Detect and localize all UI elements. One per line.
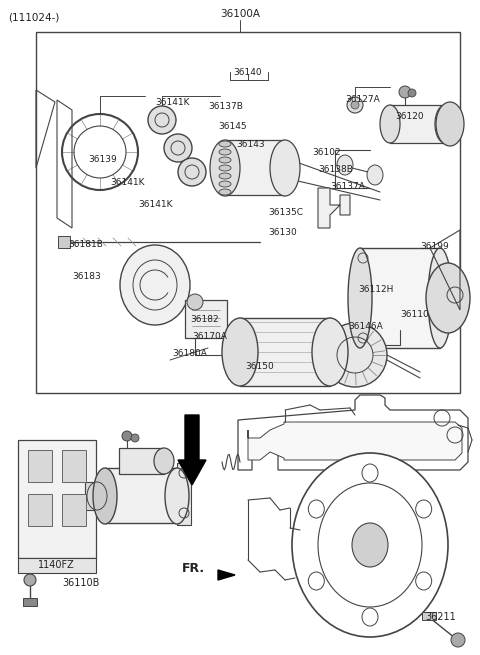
- Ellipse shape: [270, 140, 300, 196]
- Text: 36181B: 36181B: [68, 240, 103, 249]
- Text: 36139: 36139: [88, 155, 117, 164]
- Ellipse shape: [408, 89, 416, 97]
- Ellipse shape: [164, 134, 192, 162]
- Ellipse shape: [187, 294, 203, 310]
- Text: 36141K: 36141K: [138, 200, 172, 209]
- Text: 36130: 36130: [268, 228, 297, 237]
- Bar: [28, 494, 52, 526]
- Text: 36182: 36182: [190, 315, 218, 324]
- Text: 36137B: 36137B: [208, 102, 243, 111]
- Text: 36141K: 36141K: [155, 98, 190, 107]
- Bar: [422, 612, 436, 620]
- Bar: [18, 558, 96, 573]
- Ellipse shape: [399, 86, 411, 98]
- Bar: [36, 32, 460, 393]
- Ellipse shape: [219, 181, 231, 187]
- Ellipse shape: [312, 318, 348, 386]
- Ellipse shape: [165, 468, 189, 524]
- Ellipse shape: [347, 97, 363, 113]
- Ellipse shape: [323, 323, 387, 387]
- Ellipse shape: [219, 173, 231, 179]
- Text: 1140FZ: 1140FZ: [38, 560, 75, 570]
- Ellipse shape: [122, 431, 132, 441]
- Bar: [177, 463, 191, 525]
- Bar: [62, 494, 86, 526]
- Ellipse shape: [352, 523, 388, 567]
- Ellipse shape: [219, 189, 231, 195]
- Ellipse shape: [367, 165, 383, 185]
- Text: 36120: 36120: [395, 112, 424, 121]
- Ellipse shape: [451, 633, 465, 647]
- Bar: [360, 248, 440, 348]
- Ellipse shape: [131, 434, 139, 442]
- Text: 36140: 36140: [234, 68, 262, 77]
- Text: 36145: 36145: [218, 122, 247, 131]
- Polygon shape: [318, 188, 350, 228]
- Ellipse shape: [337, 155, 353, 175]
- Ellipse shape: [292, 453, 448, 637]
- Text: 36199: 36199: [420, 242, 449, 251]
- Text: 36137A: 36137A: [330, 182, 365, 191]
- Bar: [18, 440, 96, 558]
- Text: 36150: 36150: [246, 362, 275, 371]
- Text: 36110B: 36110B: [62, 578, 99, 588]
- Ellipse shape: [210, 140, 240, 196]
- Text: 36180A: 36180A: [172, 349, 207, 358]
- Text: 36141K: 36141K: [110, 178, 144, 187]
- Ellipse shape: [24, 574, 36, 586]
- Ellipse shape: [120, 245, 190, 325]
- Bar: [62, 450, 86, 482]
- Text: 36102: 36102: [312, 148, 341, 157]
- Ellipse shape: [348, 248, 372, 348]
- Polygon shape: [248, 422, 462, 460]
- Ellipse shape: [428, 248, 452, 348]
- Bar: [119, 448, 164, 474]
- Ellipse shape: [219, 149, 231, 155]
- Polygon shape: [218, 570, 235, 580]
- Ellipse shape: [219, 141, 231, 147]
- Ellipse shape: [93, 468, 117, 524]
- Bar: [23, 598, 37, 606]
- Ellipse shape: [351, 101, 359, 109]
- Text: 36138B: 36138B: [318, 165, 353, 174]
- Ellipse shape: [426, 263, 470, 333]
- Polygon shape: [238, 395, 468, 470]
- Bar: [85, 482, 109, 510]
- Bar: [58, 236, 70, 248]
- Text: (111024-): (111024-): [8, 13, 60, 23]
- Ellipse shape: [436, 102, 464, 146]
- Bar: [390, 105, 445, 143]
- Text: 36112H: 36112H: [358, 285, 394, 294]
- Bar: [240, 318, 330, 386]
- Ellipse shape: [219, 165, 231, 171]
- Text: 36100A: 36100A: [220, 9, 260, 19]
- Text: FR.: FR.: [182, 562, 205, 575]
- Text: 36170A: 36170A: [192, 332, 227, 341]
- Bar: [185, 300, 227, 338]
- Text: 36135C: 36135C: [268, 208, 303, 217]
- Polygon shape: [178, 415, 206, 485]
- Ellipse shape: [222, 318, 258, 386]
- Text: 36183: 36183: [72, 272, 101, 281]
- Ellipse shape: [154, 448, 174, 474]
- Ellipse shape: [148, 106, 176, 134]
- Text: 36146A: 36146A: [348, 322, 383, 331]
- Ellipse shape: [435, 105, 455, 143]
- Bar: [28, 450, 52, 482]
- Ellipse shape: [178, 158, 206, 186]
- Text: 36110: 36110: [400, 310, 429, 319]
- Text: 36211: 36211: [425, 612, 456, 622]
- Ellipse shape: [219, 157, 231, 163]
- Text: 36127A: 36127A: [345, 95, 380, 104]
- Bar: [225, 140, 285, 195]
- Text: 36143: 36143: [236, 140, 264, 149]
- Bar: [105, 468, 177, 523]
- Ellipse shape: [380, 105, 400, 143]
